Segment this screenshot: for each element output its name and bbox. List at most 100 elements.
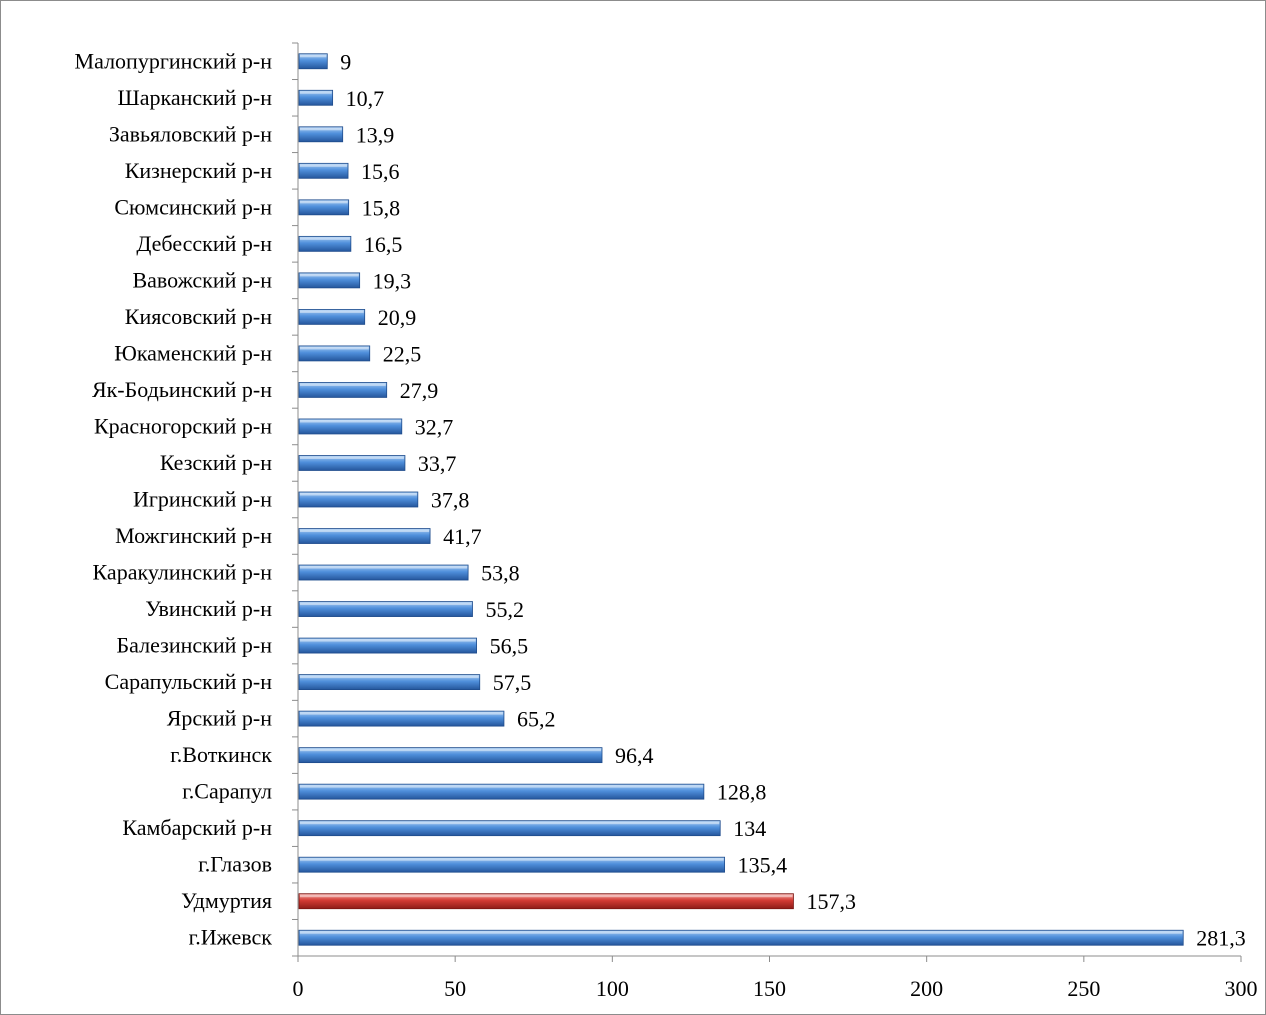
category-label: Сюмсинский р-н: [114, 194, 272, 219]
bar: [298, 418, 403, 435]
category-label: Малопургинский р-н: [75, 48, 273, 73]
bar-bevel: [300, 748, 602, 752]
category-label: Ярский р-н: [167, 706, 273, 731]
bar: [298, 126, 344, 143]
bar-bevel: [300, 785, 703, 788]
x-tick-label: 0: [293, 976, 304, 1001]
x-tick-label: 300: [1225, 976, 1258, 1001]
category-label: Завьяловский р-н: [109, 121, 272, 146]
category-label: Сарапульский р-н: [105, 669, 273, 694]
category-label: Вавожский р-н: [132, 267, 272, 292]
data-label: 65,2: [517, 707, 556, 732]
data-label: 53,8: [481, 561, 520, 586]
category-label: Камбарский р-н: [122, 815, 272, 840]
bar-bevel: [300, 419, 401, 423]
bar-group: Шарканский р-н 10,7: [118, 85, 385, 111]
bar-group: Красногорский р-н 32,7: [94, 413, 453, 439]
bar: [298, 637, 477, 654]
x-tick-label: 150: [753, 976, 786, 1001]
bar-group: Увинский р-н 55,2: [145, 596, 524, 622]
bar: [298, 528, 431, 544]
bar-group: г.Глазов 135,4: [198, 852, 787, 878]
data-label: 27,9: [400, 378, 439, 403]
data-label: 33,7: [418, 451, 457, 476]
x-tick-label: 200: [910, 976, 943, 1001]
data-label: 19,3: [373, 268, 412, 293]
bar: [298, 564, 469, 581]
bar-bevel: [300, 91, 332, 94]
data-label: 20,9: [378, 305, 417, 330]
bar-group: Кизнерский р-н 15,6: [125, 158, 400, 184]
bar: [298, 308, 366, 325]
category-label: Увинский р-н: [145, 596, 272, 621]
category-label: Юкаменский р-н: [114, 340, 272, 365]
category-label: Киясовский р-н: [125, 304, 272, 329]
category-label: Кизнерский р-н: [125, 158, 273, 183]
axes-layer: 0 50 100 150 200 250 300: [292, 42, 1258, 1001]
bar: [298, 235, 352, 252]
bar-group: Камбарский р-н 134: [122, 815, 766, 841]
bar: [298, 674, 481, 690]
bar-highlight: [298, 893, 794, 910]
x-tick-label: 100: [596, 976, 629, 1001]
bar-group: г.Воткинск 96,4: [170, 742, 653, 768]
category-label: Удмуртия: [181, 888, 272, 913]
bar-group: г.Ижевск 281,3: [189, 925, 1246, 951]
bar: [298, 783, 705, 800]
bar-group: Киясовский р-н 20,9: [125, 304, 416, 330]
bar-group: Ярский р-н 65,2: [167, 706, 556, 732]
data-label: 57,5: [493, 670, 532, 695]
bar-group: Кезский р-н 33,7: [160, 450, 457, 476]
bar-group: Завьяловский р-н 13,9: [109, 121, 394, 147]
bar: [298, 455, 406, 471]
bar-group: Юкаменский р-н 22,5: [114, 340, 421, 366]
bar-bevel: [300, 273, 359, 277]
bar-bevel: [300, 712, 503, 715]
bar-bevel: [300, 346, 369, 350]
data-label: 135,4: [738, 853, 788, 878]
category-label: г.Сарапул: [182, 779, 272, 804]
bar-bevel: [300, 821, 720, 825]
bar: [298, 53, 328, 70]
bar: [298, 491, 419, 508]
bar-group: Каракулинский р-н 53,8: [93, 560, 520, 586]
category-label: Можгинский р-н: [115, 523, 272, 548]
category-label: Красногорский р-н: [94, 413, 272, 438]
bar: [298, 601, 473, 617]
bar-bevel: [300, 931, 1183, 934]
bar-group: Сарапульский р-н 57,5: [105, 669, 532, 695]
bar-bevel: [300, 310, 364, 313]
data-label: 56,5: [490, 634, 529, 659]
bar: [298, 162, 349, 179]
bar: [298, 382, 388, 398]
category-label: г.Ижевск: [189, 925, 273, 950]
data-label: 10,7: [346, 86, 385, 111]
bar-group: Як-Бодьинский р-н 27,9: [92, 377, 438, 403]
x-tick-label: 250: [1067, 976, 1100, 1001]
category-label: Балезинский р-н: [117, 633, 273, 658]
data-label: 15,6: [361, 159, 400, 184]
data-label: 9: [340, 49, 351, 74]
data-label: 157,3: [806, 889, 856, 914]
bar-bevel: [300, 383, 386, 386]
data-label: 134: [733, 816, 766, 841]
bar: [298, 199, 350, 216]
bar-bevel: [300, 127, 342, 131]
bar: [298, 345, 371, 362]
bar-bevel: [300, 493, 417, 496]
data-label: 41,7: [443, 524, 482, 549]
bar-bevel: [300, 237, 350, 240]
data-label: 22,5: [383, 341, 422, 366]
data-label: 281,3: [1196, 926, 1246, 951]
bar-bevel: [300, 639, 476, 642]
category-label: Як-Бодьинский р-н: [92, 377, 272, 402]
bar-group: г.Сарапул 128,8: [182, 779, 766, 805]
bar-bevel: [300, 894, 793, 898]
data-label: 37,8: [431, 488, 470, 513]
bar-group: Сюмсинский р-н 15,8: [114, 194, 400, 220]
bar: [298, 272, 361, 289]
category-label: г.Воткинск: [170, 742, 272, 767]
bar-group: Дебесский р-н 16,5: [136, 231, 402, 257]
